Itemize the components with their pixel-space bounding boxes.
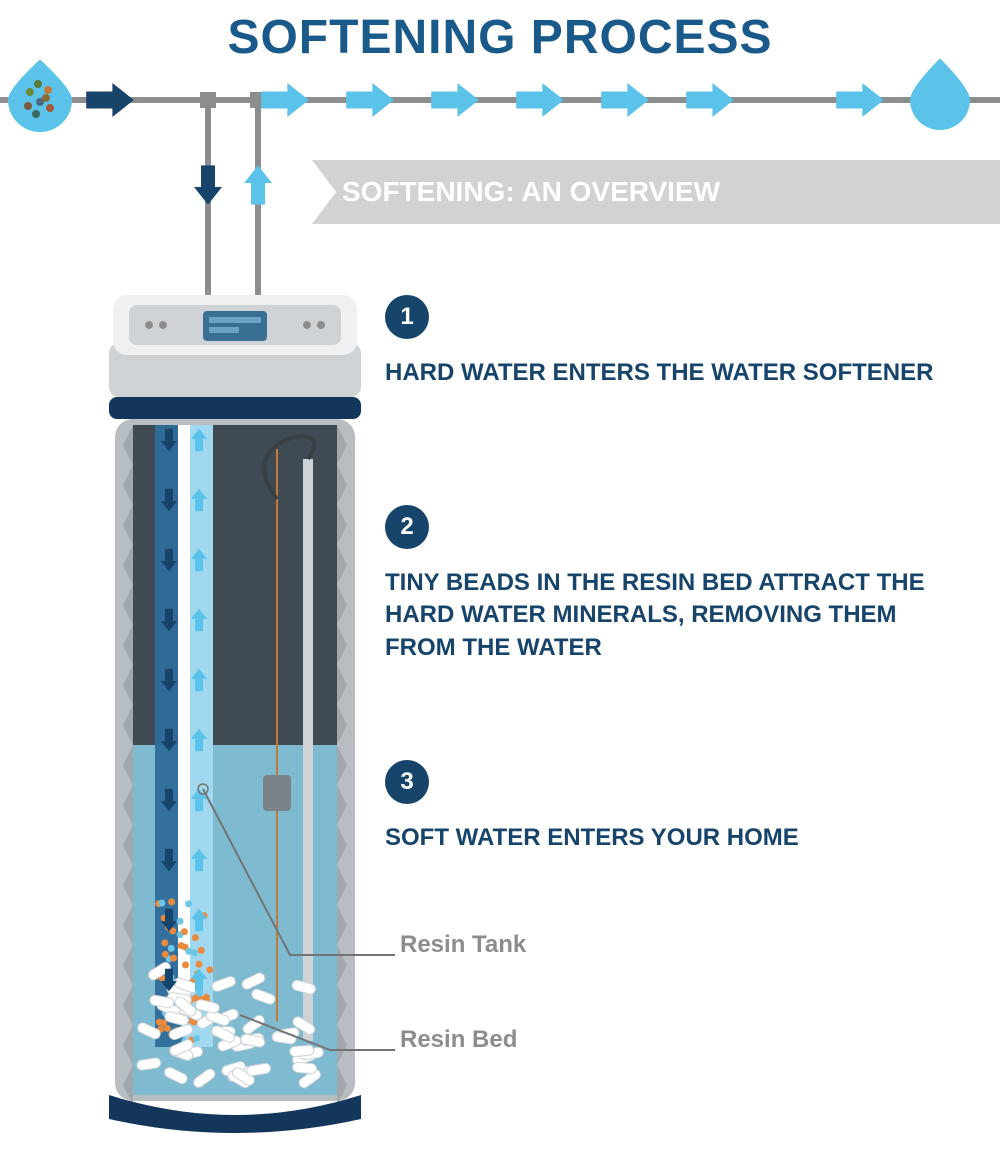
diagram-svg — [0, 0, 1000, 1152]
